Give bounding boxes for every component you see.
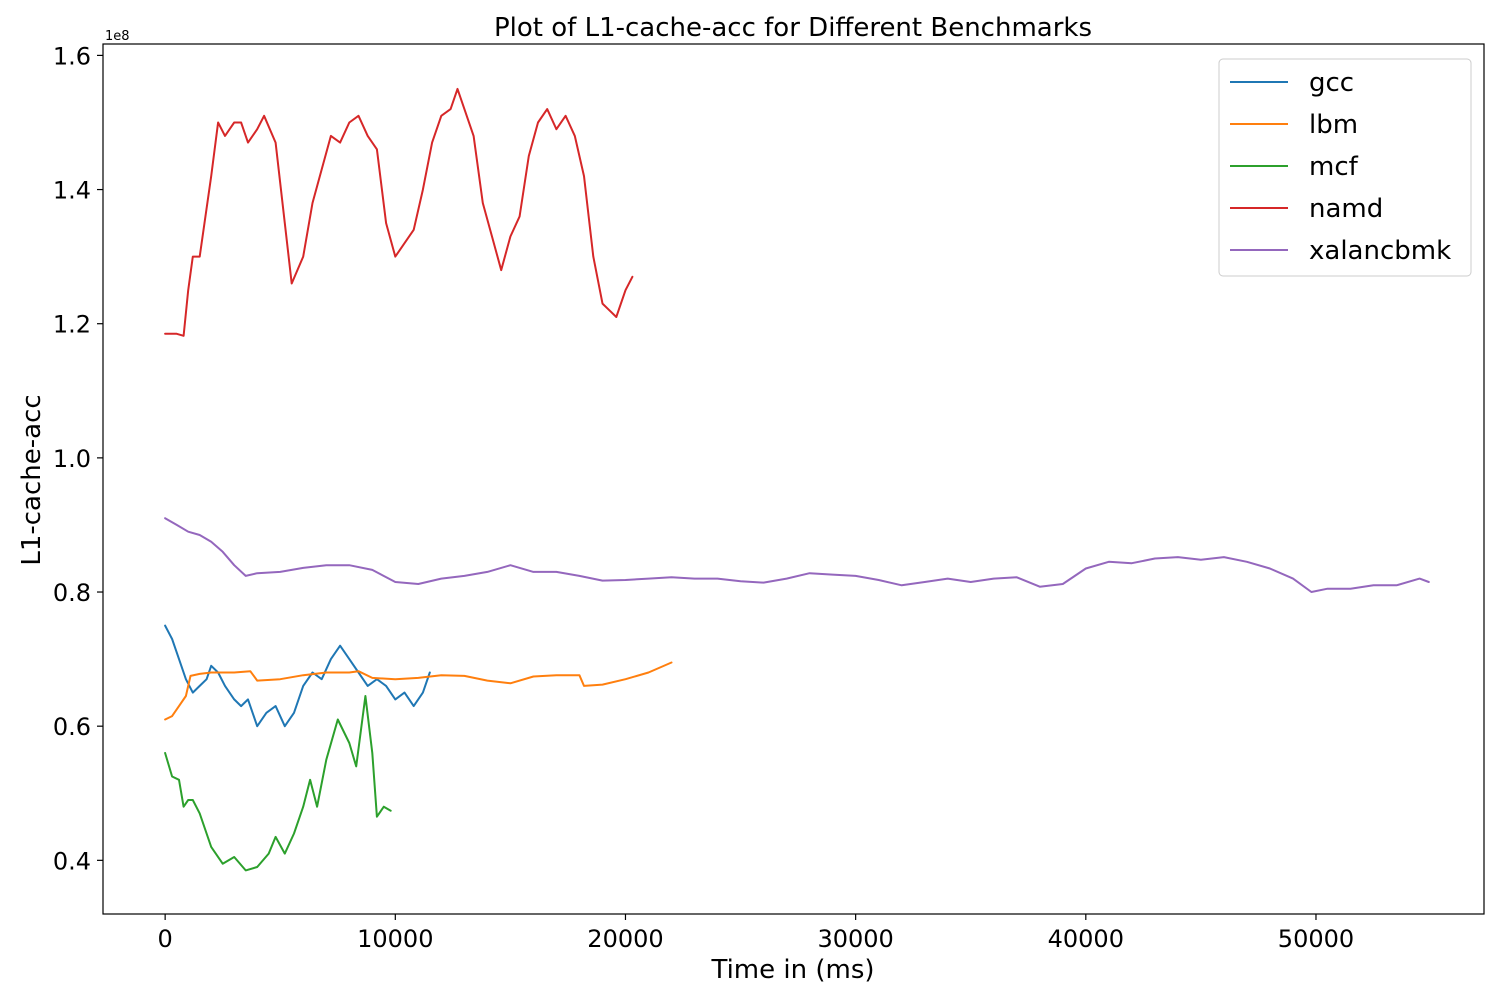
y-tick-label: 1.6	[53, 42, 91, 70]
legend: gcc lbm mcf namd xalancbmk	[1218, 58, 1472, 277]
x-axis: 0 10000 20000 30000 40000 50000	[158, 914, 1354, 953]
x-axis-label: Time in (ms)	[710, 955, 874, 985]
y-tick-label: 0.4	[53, 847, 91, 875]
x-tick-label: 20000	[587, 925, 663, 953]
y-tick-label: 1.0	[53, 445, 91, 473]
y-tick-label: 1.4	[53, 177, 91, 205]
y-axis-label: L1-cache-acc	[17, 394, 47, 565]
y-tick-label: 0.8	[53, 579, 91, 607]
legend-label-lbm: lbm	[1309, 110, 1358, 140]
y-offset-label: 1e8	[105, 29, 130, 44]
x-tick-label: 10000	[357, 925, 433, 953]
y-tick-label: 1.2	[53, 311, 91, 339]
series-line-xalancbmk	[164, 517, 1430, 593]
legend-box	[1218, 58, 1472, 277]
x-tick-label: 50000	[1278, 925, 1354, 953]
legend-label-namd: namd	[1309, 194, 1383, 224]
x-tick-label: 40000	[1048, 925, 1124, 953]
x-tick-label: 0	[158, 925, 173, 953]
series-line-gcc	[164, 624, 431, 728]
series-line-namd	[164, 87, 634, 337]
series-line-mcf	[164, 695, 392, 872]
y-tick-label: 0.6	[53, 713, 91, 741]
chart-title: Plot of L1-cache-acc for Different Bench…	[494, 13, 1092, 43]
series-line-lbm	[164, 661, 673, 721]
y-axis: 0.4 0.6 0.8 1.0 1.2 1.4 1.6	[53, 42, 103, 875]
series-layer	[164, 87, 1430, 872]
legend-label-mcf: mcf	[1309, 152, 1359, 182]
x-tick-label: 30000	[817, 925, 893, 953]
plot-frame	[102, 43, 1485, 915]
legend-label-xalancbmk: xalancbmk	[1309, 236, 1451, 266]
legend-label-gcc: gcc	[1309, 68, 1354, 98]
